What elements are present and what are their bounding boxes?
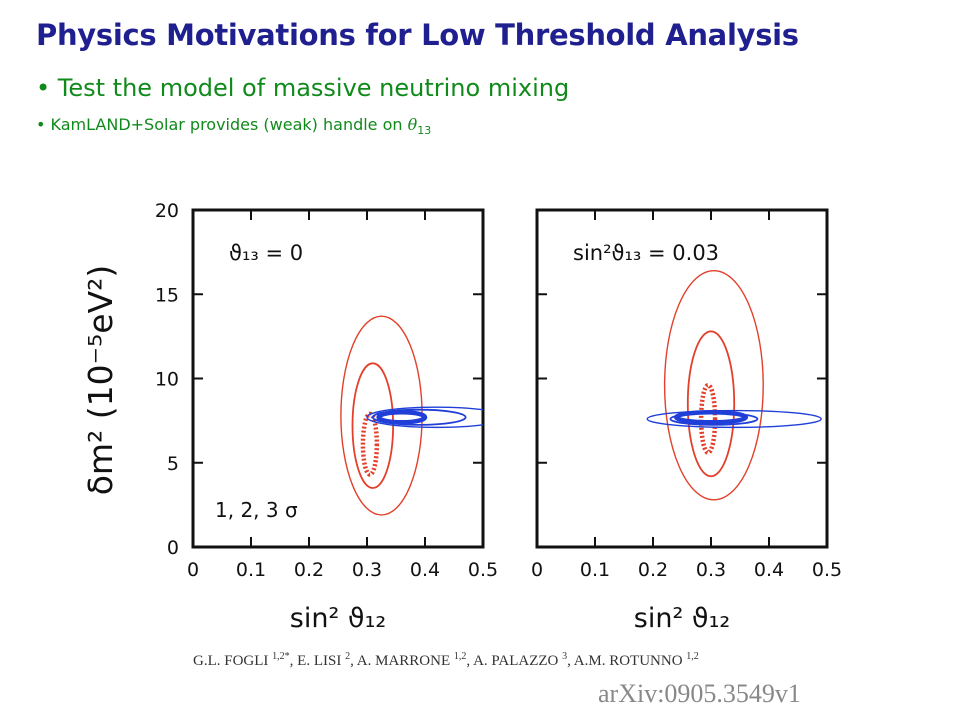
bullet-theta13-text: KamLAND+Solar provides (weak) handle on xyxy=(50,115,408,134)
y-tick-label: 0 xyxy=(167,537,179,559)
author-separator: , xyxy=(466,653,474,669)
theta-symbol: θ xyxy=(407,115,418,134)
slide-title: Physics Motivations for Low Threshold An… xyxy=(36,18,799,52)
contour-group xyxy=(340,315,483,516)
x-tick-label: 0.1 xyxy=(580,559,610,581)
author-name: A. PALAZZO xyxy=(473,653,563,669)
bullet-theta13: • KamLAND+Solar provides (weak) handle o… xyxy=(36,115,431,137)
kamland-contour-1sigma xyxy=(360,411,380,477)
author-affiliation: 1,2 xyxy=(453,651,467,662)
panel-label: sin²ϑ₁₃ = 0.03 xyxy=(573,241,719,265)
theta-subscript: 13 xyxy=(417,124,432,138)
author-name: E. LISI xyxy=(297,653,346,669)
x-tick-label: 0 xyxy=(531,559,543,581)
author-name: A. MARRONE xyxy=(356,653,454,669)
y-tick-label: 20 xyxy=(155,200,179,222)
solar-contour-3sigma xyxy=(646,409,822,429)
y-tick-label: 10 xyxy=(155,369,179,391)
author-name: A.M. ROTUNNO xyxy=(573,653,687,669)
x-tick-label: 0.4 xyxy=(754,559,784,581)
solar-contour-3sigma xyxy=(366,406,483,429)
x-tick-label: 0.2 xyxy=(638,559,668,581)
x-tick-label: 0.5 xyxy=(468,559,498,581)
bullet-mixing: • Test the model of massive neutrino mix… xyxy=(36,74,570,102)
x-tick-label: 0.3 xyxy=(352,559,382,581)
kamland-contour-1sigma xyxy=(698,382,718,455)
x-tick-label: 0.3 xyxy=(696,559,726,581)
panel-label: ϑ₁₃ = 0 xyxy=(229,241,303,265)
author-separator: , xyxy=(350,653,357,669)
x-tick-label: 0.2 xyxy=(294,559,324,581)
author-affiliation: 2 xyxy=(345,651,351,662)
author-separator: , xyxy=(567,653,574,669)
kamland-contour-3sigma xyxy=(663,269,764,501)
x-tick-label: 0.4 xyxy=(410,559,440,581)
author-name: G.L. FOGLI xyxy=(193,653,273,669)
arxiv-id: arXiv:0905.3549v1 xyxy=(598,679,801,708)
x-axis-label: sin² ϑ₁₂ xyxy=(290,603,386,634)
panel-1: 0 0.1 0.2 0.3 0.4 0.5 0 5 10 15 20 ϑ₁₃ = 0 1, 2, 3 σ… xyxy=(155,200,498,634)
solar-contour-1sigma xyxy=(376,409,428,425)
author-affiliation: 1,2* xyxy=(272,651,290,662)
y-tick-label: 15 xyxy=(155,284,179,306)
x-tick-label: 0.1 xyxy=(236,559,266,581)
citation-authors: G.L. FOGLI 1,2*, E. LISI 2, A. MARRONE 1… xyxy=(193,651,699,670)
panel-2: 0 0.1 0.2 0.3 0.4 0.5 sin²ϑ₁₃ = 0.03 sin² ϑ₁₂ xyxy=(531,208,842,634)
author-separator: , xyxy=(289,653,298,669)
solar-contour-2sigma xyxy=(669,412,759,426)
x-tick-label: 0 xyxy=(187,559,199,581)
y-tick-label: 5 xyxy=(167,453,179,475)
author-affiliation: 1,2 xyxy=(686,651,699,662)
solar-contour-2sigma xyxy=(371,408,467,426)
bullet-dot: • xyxy=(36,115,46,134)
sigma-levels-label: 1, 2, 3 σ xyxy=(215,498,298,522)
x-tick-label: 0.5 xyxy=(812,559,842,581)
contour-group xyxy=(646,269,822,501)
x-axis-label: sin² ϑ₁₂ xyxy=(634,603,730,634)
kamland-contour-2sigma xyxy=(686,330,736,478)
y-axis-label: δm² (10⁻⁵eV²) xyxy=(81,265,120,496)
author-affiliation: 3 xyxy=(562,651,568,662)
